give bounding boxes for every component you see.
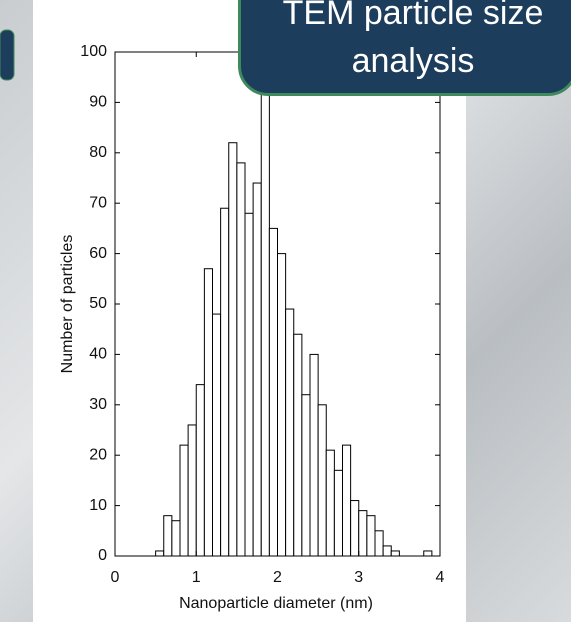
bar <box>187 424 197 557</box>
x-tick-label: 3 <box>354 569 363 586</box>
bar <box>423 550 433 557</box>
bar <box>301 394 311 557</box>
bar <box>342 444 352 557</box>
y-tick-label: 100 <box>80 43 107 60</box>
bar <box>252 182 262 557</box>
y-tick-label: 30 <box>89 396 107 413</box>
bar <box>293 333 303 557</box>
bar <box>236 162 246 557</box>
bar <box>220 207 230 557</box>
bar <box>203 268 213 557</box>
y-tick-label: 20 <box>89 446 107 463</box>
bar <box>358 510 368 557</box>
bar <box>195 384 205 557</box>
title-box <box>238 0 571 96</box>
chart-title: TEM particle size analysis <box>282 0 544 80</box>
bar <box>382 545 392 557</box>
bar <box>244 212 254 557</box>
y-axis-label: Number of particles <box>59 235 76 374</box>
y-tick-label: 90 <box>89 94 107 111</box>
x-tick-label: 1 <box>192 569 201 586</box>
bar <box>374 530 384 557</box>
x-tick-label: 4 <box>436 569 445 586</box>
bar <box>333 469 343 557</box>
bar <box>390 550 400 557</box>
x-tick-label: 0 <box>111 569 120 586</box>
bar <box>179 444 189 557</box>
y-tick-label: 10 <box>89 497 107 514</box>
y-tick-label: 50 <box>89 295 107 312</box>
bar <box>155 550 165 557</box>
bar <box>325 449 335 557</box>
y-tick-label: 40 <box>89 346 107 363</box>
bar <box>163 515 173 557</box>
bar <box>228 142 238 557</box>
bar <box>268 227 278 557</box>
bar <box>171 520 181 557</box>
bar <box>350 500 360 557</box>
bar <box>309 353 319 557</box>
x-tick-label: 2 <box>273 569 282 586</box>
bar <box>285 308 295 557</box>
y-tick-label: 60 <box>89 245 107 262</box>
y-tick-label: 0 <box>98 547 107 564</box>
bar <box>212 313 222 557</box>
y-tick-label: 70 <box>89 194 107 211</box>
bar <box>277 253 287 557</box>
bar <box>260 76 270 557</box>
decor-box <box>0 29 15 81</box>
y-tick-label: 80 <box>89 144 107 161</box>
bar <box>366 515 376 557</box>
bar <box>317 404 327 557</box>
x-axis-label: Nanoparticle diameter (nm) <box>179 595 373 612</box>
